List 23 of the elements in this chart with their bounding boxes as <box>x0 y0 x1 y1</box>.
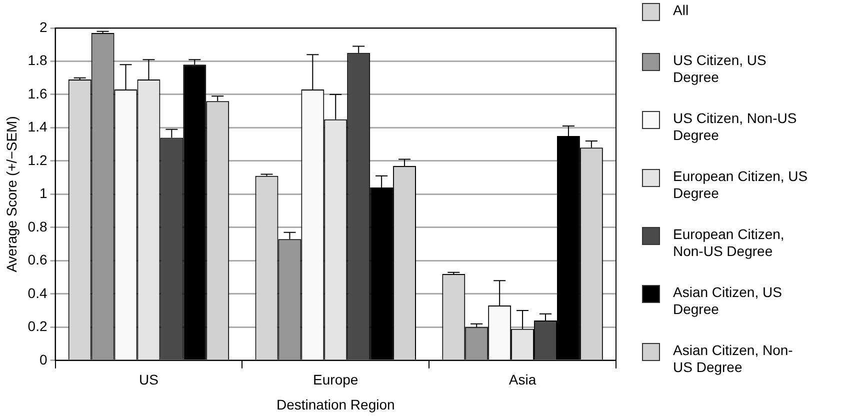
x-axis-title: Destination Region <box>276 396 395 412</box>
x-tick-label: Europe <box>313 372 358 388</box>
legend-label: All <box>673 2 690 19</box>
x-tick-label: US <box>138 372 158 388</box>
legend-label: US Citizen, Non-US Degree <box>673 110 798 144</box>
legend-label: Asian Citizen, Non-US Degree <box>673 342 794 376</box>
y-tick-label: 0.6 <box>28 252 48 268</box>
y-tick-label: 0.8 <box>28 218 48 234</box>
y-tick-label: 0.2 <box>28 318 48 334</box>
y-tick-label: 1.4 <box>28 118 48 135</box>
legend-label: Asian Citizen, US Degree <box>673 284 783 318</box>
x-tick-label: Asia <box>508 372 536 388</box>
legend-label: European Citizen, Non-US Degree <box>673 226 786 260</box>
y-tick-label: 1.2 <box>28 152 48 168</box>
y-tick-label: 2 <box>39 18 48 35</box>
y-tick-label: 1.8 <box>28 52 48 68</box>
y-tick-label: 1 <box>39 185 48 202</box>
y-tick-label: 0 <box>39 351 48 368</box>
legend-label: US Citizen, US Degree <box>673 52 768 86</box>
y-tick-label: 0.4 <box>28 284 48 301</box>
y-tick-label: 1.6 <box>28 85 48 102</box>
y-axis-title: Average Score (+/−SEM) <box>3 116 20 272</box>
legend-label: European Citizen, US Degree <box>673 168 808 202</box>
